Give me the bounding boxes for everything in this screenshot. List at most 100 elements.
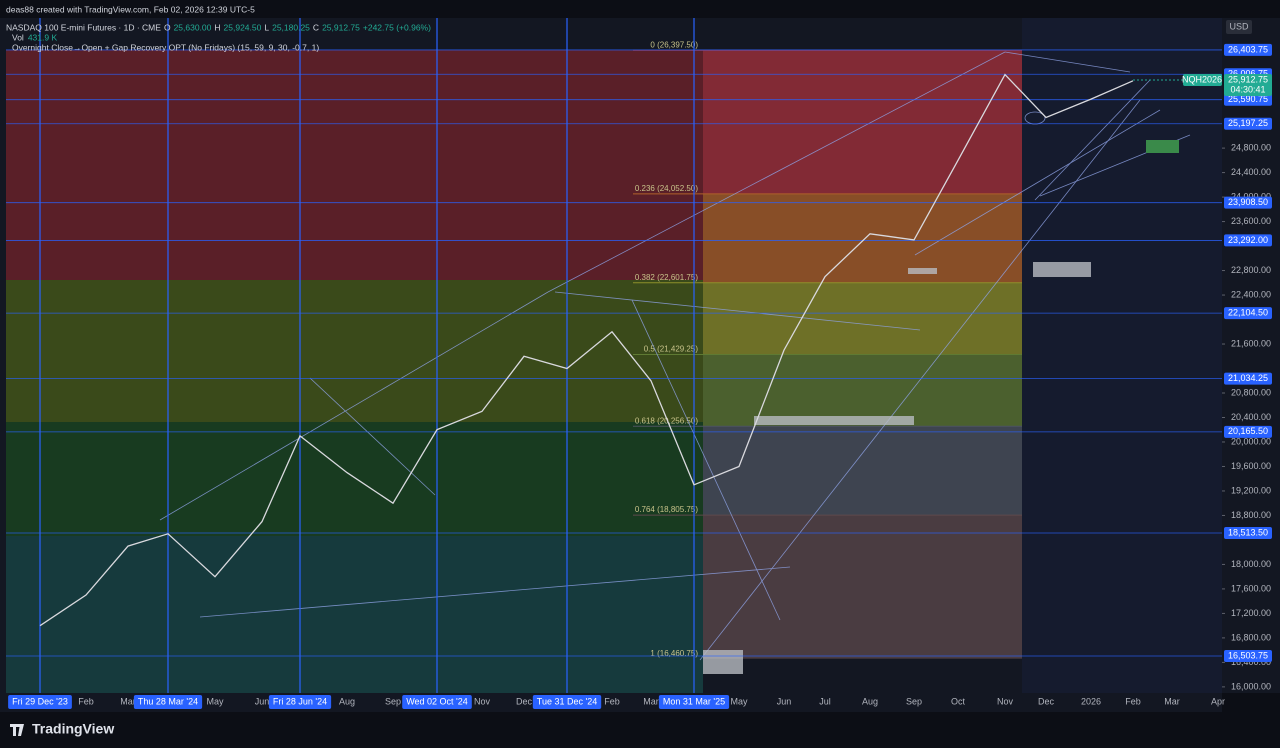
fib-zones: 0 (26,397.50) 0.236 (24,052.50) 0.382 (22,… <box>633 40 1022 659</box>
x-tick-label: Aug <box>339 696 355 706</box>
level-box <box>1224 650 1272 663</box>
x-tick-label: Mar <box>1164 696 1180 706</box>
ohlc-value: 25,180.25 <box>272 22 310 32</box>
x-tick-label: Sep <box>906 696 922 706</box>
level-label: 23,292.00 <box>1228 235 1268 245</box>
x-tick-label: Nov <box>997 696 1014 706</box>
x-tick-label: Feb <box>604 696 620 706</box>
price-axis <box>1222 18 1280 693</box>
y-tick-label: 19,200.00 <box>1231 485 1271 495</box>
y-tick-label: 20,400.00 <box>1231 412 1271 422</box>
y-tick-label: 22,800.00 <box>1231 265 1271 275</box>
brand-logo <box>10 724 24 736</box>
x-tick-label: Jun <box>255 696 270 706</box>
volume-label: Vol <box>12 32 24 42</box>
x-tick-highlight <box>268 695 332 709</box>
fib-zone <box>703 426 1022 516</box>
x-tick-label: May <box>730 696 748 706</box>
contract-label: NQH2026 <box>1182 74 1222 84</box>
fib-zone <box>703 515 1022 659</box>
y-tick-label: 23,600.00 <box>1231 216 1271 226</box>
volume: 431.9 K <box>28 32 58 42</box>
y-tick-label: 24,000.00 <box>1231 191 1271 201</box>
x-tick-label: 2026 <box>1081 696 1101 706</box>
ohlc-value: 25,924.50 <box>224 22 262 32</box>
fib-label: 0.236 (24,052.50) <box>635 184 698 193</box>
x-tick-label: Aug <box>862 696 878 706</box>
fib-label: 1 (16,460.75) <box>650 649 698 658</box>
zone-teal <box>6 536 703 693</box>
zone-navy <box>1022 18 1222 693</box>
x-tick-highlight <box>8 695 72 709</box>
level-label: 25,590.75 <box>1228 94 1268 104</box>
x-tick-label: Jul <box>819 696 831 706</box>
zone-olive <box>6 280 703 422</box>
y-tick-label: 24,400.00 <box>1231 167 1271 177</box>
y-tick-label: 20,800.00 <box>1231 387 1271 397</box>
gap-box <box>754 416 914 425</box>
fib-label: 0.764 (18,805.75) <box>635 505 698 514</box>
x-tick-label: Mar <box>120 696 136 706</box>
currency-box <box>1226 20 1252 34</box>
y-tick-label: 16,000.00 <box>1231 681 1271 691</box>
x-tick-label: Dec <box>516 696 533 706</box>
indicator: Overnight Close→Open + Gap Recovery OPT … <box>12 42 319 52</box>
ohlc-key: L <box>264 22 269 32</box>
fib-zone <box>703 354 1022 427</box>
x-tick-label: Fri 29 Dec '23 <box>12 696 68 706</box>
y-tick-label: 24,800.00 <box>1231 142 1271 152</box>
axis-labels: Fri 29 Dec '23 Feb Mar Thu 28 Mar '24 May Jun… <box>8 43 1272 709</box>
x-tick-label: Wed 02 Oct '24 <box>406 696 468 706</box>
level-label: 22,104.50 <box>1228 308 1268 318</box>
level-box <box>1224 196 1272 209</box>
trendlines <box>159 51 1191 661</box>
ohlc-key: O <box>164 22 171 32</box>
x-tick-label: Sep <box>385 696 401 706</box>
x-tick-label: Feb <box>1125 696 1141 706</box>
x-tick-label: Tue 31 Dec '24 <box>537 696 597 706</box>
gap-box <box>908 268 937 274</box>
ohlc-value: 25,912.75 <box>322 22 360 32</box>
fib-zone <box>703 50 1022 194</box>
y-tick-label: 17,600.00 <box>1231 583 1271 593</box>
price-line <box>39 73 1134 627</box>
y-tick-label: 18,000.00 <box>1231 559 1271 569</box>
x-tick-label: Thu 28 Mar '24 <box>138 696 198 706</box>
current-price-box <box>1224 73 1272 96</box>
ohlc-key: C <box>313 22 319 32</box>
level-box <box>1224 526 1272 539</box>
ohlc-value: 25,630.00 <box>174 22 212 32</box>
fib-label: 0.382 (22,601.75) <box>635 273 698 282</box>
y-tick-label: 17,200.00 <box>1231 608 1271 618</box>
level-box <box>1224 117 1272 130</box>
change: +242.75 (+0.96%) <box>363 22 431 32</box>
contract-box <box>1183 73 1222 86</box>
y-tick-label: 19,600.00 <box>1231 461 1271 471</box>
x-tick-highlight <box>532 695 602 709</box>
x-tick-label: Jun <box>777 696 792 706</box>
x-tick-label: May <box>206 696 224 706</box>
top-bar <box>0 0 1280 18</box>
level-label: 21,034.25 <box>1228 373 1268 383</box>
brand: TradingView <box>32 721 114 737</box>
level-label: 26,403.75 <box>1228 44 1268 54</box>
target-box <box>1146 140 1179 153</box>
level-label: 25,197.25 <box>1228 118 1268 128</box>
plot <box>6 18 1222 693</box>
x-tick-label: Mon 31 Mar '25 <box>663 696 725 706</box>
zone-green <box>6 422 703 536</box>
footer <box>0 712 1280 748</box>
fib-label: 0 (26,397.50) <box>650 40 698 49</box>
zone-red <box>6 50 703 280</box>
level-box <box>1224 425 1272 438</box>
x-tick-label: Nov <box>474 696 491 706</box>
level-label: 26,006.75 <box>1228 69 1268 79</box>
credit: deas88 created with TradingView.com, Feb… <box>6 4 255 14</box>
y-tick-label: 18,800.00 <box>1231 510 1271 520</box>
gap-box <box>1033 262 1091 277</box>
x-tick-label: Feb <box>78 696 94 706</box>
x-tick-highlight <box>658 695 730 709</box>
y-tick-label: 21,600.00 <box>1231 338 1271 348</box>
countdown: 04:30:41 <box>1230 84 1265 94</box>
